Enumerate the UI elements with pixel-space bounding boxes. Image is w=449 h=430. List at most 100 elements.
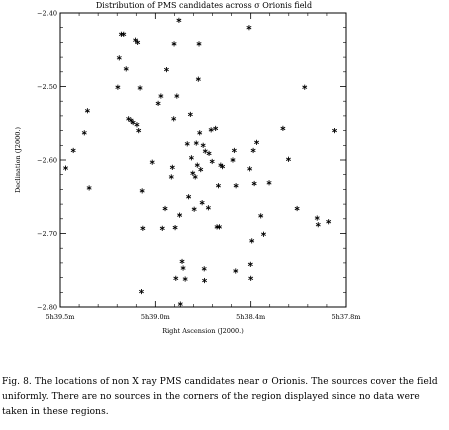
data-point [285,156,291,162]
data-point [209,158,215,165]
data-point [280,125,286,131]
data-point [173,275,179,281]
chart-title: Distribution of PMS candidates across σ … [96,1,312,10]
data-point [249,238,255,244]
y-tick-label: −2.50 [37,83,57,91]
data-point [180,265,186,271]
data-point [315,222,321,228]
data-point [133,37,139,43]
data-point [206,150,212,156]
data-point [177,301,183,307]
data-point [172,225,178,231]
data-point [188,155,194,161]
data-point [205,205,211,211]
data-points [63,17,338,307]
figure-caption: Fig. 8. The locations of non X ray PMS c… [2,377,438,417]
data-point [197,130,203,136]
x-axis-label: Right Ascension (J2000.) [162,327,244,335]
data-point [208,127,214,133]
data-point [140,225,146,231]
data-point [294,205,300,212]
scatter-chart: Distribution of PMS candidates across σ … [14,1,360,335]
data-point [193,140,199,146]
data-point [163,66,169,73]
data-point [248,275,254,281]
y-tick-label: −2.40 [37,10,57,18]
y-tick-label: −2.70 [37,230,57,238]
data-point [251,180,257,187]
data-point [186,194,192,200]
data-point [199,200,205,206]
data-point [149,159,155,165]
data-point [220,164,226,170]
data-point [200,142,206,148]
data-point [202,148,208,154]
data-point [63,165,69,171]
x-tick-label: 5h39.0m [141,313,170,321]
data-point [254,139,260,145]
data-point [184,141,190,147]
data-point [139,188,145,194]
data-point [123,66,129,72]
data-point [202,277,208,284]
data-point [116,55,122,61]
plot-frame [59,12,347,308]
data-point [168,174,174,180]
data-point [201,266,207,272]
data-point [162,205,168,212]
data-point [215,183,221,189]
y-tick-label: −2.60 [37,157,57,165]
data-point [266,180,272,186]
data-point [213,125,219,131]
data-point [81,130,87,136]
data-point [261,231,266,237]
data-point [86,185,92,191]
data-point [233,268,239,274]
data-point [216,224,222,230]
data-point [247,166,253,172]
data-point [155,100,161,107]
data-point [182,276,188,282]
data-point [171,116,177,122]
data-point [177,212,183,218]
data-point [190,170,196,176]
data-point [174,93,180,99]
y-tick-label: −2.80 [37,304,57,312]
data-point [70,147,76,154]
data-point [246,25,252,31]
x-tick-label: 5h37.8m [332,313,361,321]
data-point [231,147,237,154]
data-point [137,85,143,91]
data-point [169,164,175,170]
data-point [171,41,177,47]
data-point [115,84,121,90]
data-point [84,108,90,114]
data-point [134,122,140,128]
data-point [192,174,198,180]
data-point [176,17,182,23]
data-point [233,183,239,189]
data-point [121,31,127,37]
data-point [196,41,202,47]
data-point [138,288,144,295]
data-point [194,162,200,168]
data-point [128,117,134,123]
data-point [198,166,204,173]
data-point [136,128,142,134]
x-tick-label: 5h38.4m [236,313,265,321]
data-point [195,76,201,82]
data-point [250,147,256,154]
data-point [135,39,141,45]
y-axis-label: Declination (J2000.) [14,127,22,194]
data-point [159,225,165,231]
data-point [230,157,236,163]
data-point [258,213,264,219]
data-point [130,119,136,126]
data-point [158,93,164,99]
data-point [187,111,193,118]
data-point [302,84,308,90]
data-point [314,215,320,221]
data-point [332,128,338,134]
x-tick-label: 5h39.5m [46,313,75,321]
